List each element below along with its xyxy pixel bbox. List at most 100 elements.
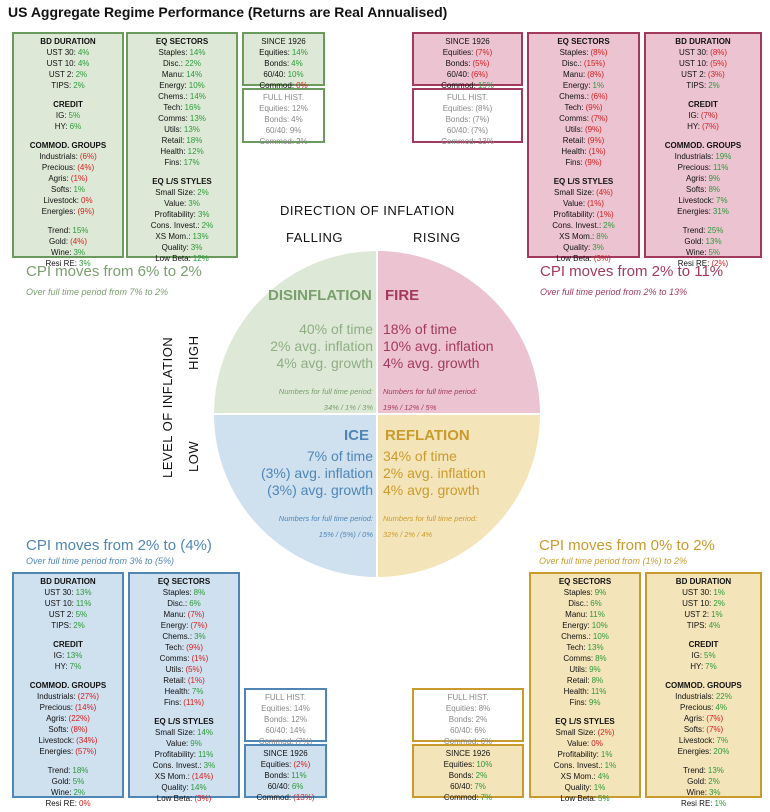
- row-value: (6%): [79, 152, 97, 161]
- row-value: (5%): [710, 59, 728, 68]
- panel-row: Health: (1%): [532, 146, 635, 157]
- row-label: Energies:: [677, 747, 712, 756]
- panel-row: Low Beta: (3%): [532, 253, 635, 264]
- row-value: 9%: [589, 665, 601, 674]
- panel-row: HY: (7%): [649, 121, 757, 132]
- row-label: TIPS:: [51, 621, 72, 630]
- row-label: Agris:: [685, 174, 707, 183]
- panel-row: Health: 11%: [534, 686, 636, 697]
- panel-section: FULL HIST. Equities: 8% Bonds: 2% 60/40: 6% Com…: [417, 692, 519, 747]
- panel-heading: EQ L/S STYLES: [553, 177, 614, 186]
- row-value: 2%: [603, 221, 615, 230]
- panel-row: Disc.: (15%): [532, 58, 635, 69]
- row-value: 14%: [197, 728, 214, 737]
- row-label: Resi RE:: [45, 799, 77, 808]
- disinflation-mid-panel: EQ SECTORS Staples: 14% Disc.: 22% Manu: 14% En…: [126, 32, 238, 263]
- row-label: Bonds:: [264, 771, 290, 780]
- panel-row: XS Mom.: 8%: [532, 231, 635, 242]
- row-label: Staples:: [162, 588, 192, 597]
- row-value: (6%): [590, 92, 608, 101]
- panel-section: COMMOD. GROUPS Industrials: 22% Precious: 4%…: [650, 680, 757, 757]
- panel-row: Trend: 13%: [650, 765, 757, 776]
- row-value: (2%): [711, 259, 729, 268]
- row-value: (5%): [185, 665, 203, 674]
- panel-row: Utils: (9%): [532, 124, 635, 135]
- panel-row: Livestock: 7%: [649, 195, 757, 206]
- panel-row: UST 2: 5%: [17, 609, 119, 620]
- panel-row: Equities: 12%: [247, 103, 320, 114]
- row-label: Fins:: [565, 158, 583, 167]
- panel-row: Equities: 10%: [417, 759, 519, 770]
- row-label: Bonds:: [448, 771, 474, 780]
- panel-heading: EQ SECTORS: [155, 37, 209, 46]
- panel-row: XS Mom.: (14%): [133, 771, 235, 782]
- row-value: 13%: [192, 232, 209, 241]
- row-label: 60/40:: [450, 782, 473, 791]
- panel-row: Equities: (2%): [249, 759, 322, 770]
- panel-row: Softs: (7%): [650, 724, 757, 735]
- row-label: UST 30:: [678, 48, 709, 57]
- row-value: (7%): [700, 111, 718, 120]
- panel-row: Precious: 11%: [649, 162, 757, 173]
- panel-row: HY: 6%: [17, 121, 119, 132]
- row-value: 7%: [705, 662, 717, 671]
- panel-row: Precious: (14%): [17, 702, 119, 713]
- row-label: UST 30:: [682, 588, 712, 597]
- row-value: 18%: [186, 136, 203, 145]
- panel-heading: CREDIT: [688, 640, 719, 649]
- row-value: (7%): [295, 737, 313, 746]
- row-label: Staples:: [158, 48, 188, 57]
- row-label: 60/40:: [450, 726, 473, 735]
- row-label: Resi RE:: [45, 259, 77, 268]
- panel-row: Trend: 18%: [17, 765, 119, 776]
- row-value: (2%): [597, 728, 615, 737]
- row-label: Precious:: [41, 163, 76, 172]
- ice-cpi: CPI moves from 2% to (4%): [26, 537, 212, 554]
- row-value: 12%: [192, 254, 209, 263]
- panel-row: Precious: (4%): [17, 162, 119, 173]
- row-value: 13%: [66, 651, 83, 660]
- row-value: 7%: [191, 687, 204, 696]
- reflation-right-panel: BD DURATION UST 30: 1% UST 10: 2% UST 2: 1% TIP…: [645, 572, 762, 808]
- row-value: 20%: [713, 747, 730, 756]
- row-value: (7%): [190, 621, 208, 630]
- row-value: (13%): [293, 793, 315, 802]
- panel-heading: EQ L/S STYLES: [555, 717, 615, 726]
- row-value: 13%: [705, 237, 722, 246]
- row-label: Gold:: [687, 777, 707, 786]
- panel-row: Low Beta: 5%: [534, 793, 636, 804]
- row-label: Livestock:: [678, 196, 714, 205]
- panel-heading: EQ L/S STYLES: [152, 177, 212, 186]
- row-label: Equities:: [259, 104, 290, 113]
- row-label: Trend:: [47, 226, 71, 235]
- row-label: HY:: [54, 122, 68, 131]
- row-label: IG:: [55, 111, 67, 120]
- row-label: Commod:: [258, 737, 294, 746]
- low-label: LOW: [186, 440, 201, 472]
- row-value: 1%: [592, 81, 605, 90]
- row-value: 15%: [72, 226, 89, 235]
- panel-section: CREDIT IG: (7%) HY: (7%): [649, 99, 757, 132]
- panel-section: FULL HIST. Equities: 12% Bonds: 4% 60/40: 9% Co…: [247, 92, 320, 147]
- panel-row: Comms: 13%: [131, 113, 233, 124]
- row-label: Low Beta:: [155, 254, 191, 263]
- panel-heading: FULL HIST.: [264, 693, 307, 702]
- reflation-note: Numbers for full time period: 32% / 2% /…: [383, 514, 478, 539]
- fire-name: FIRE: [385, 287, 420, 304]
- row-value: 1%: [714, 799, 727, 808]
- row-value: 7%: [716, 736, 729, 745]
- row-label: XS Mom.:: [559, 232, 595, 241]
- row-value: (1%): [70, 174, 88, 183]
- panel-heading: BD DURATION: [40, 577, 96, 586]
- row-label: Health:: [563, 687, 589, 696]
- panel-row: Gold: (4%): [17, 236, 119, 247]
- row-label: Value:: [166, 739, 189, 748]
- row-value: 3%: [203, 761, 216, 770]
- page-title: US Aggregate Regime Performance (Returns…: [8, 4, 448, 20]
- fire-full-panel: FULL HIST. Equities: (8%) Bonds: (7%) 60/40:(…: [412, 88, 523, 146]
- row-value: 4%: [715, 703, 727, 712]
- row-value: (9%): [77, 207, 95, 216]
- row-value: 10%: [591, 621, 608, 630]
- row-value: 13%: [75, 588, 92, 597]
- row-label: Value:: [164, 199, 187, 208]
